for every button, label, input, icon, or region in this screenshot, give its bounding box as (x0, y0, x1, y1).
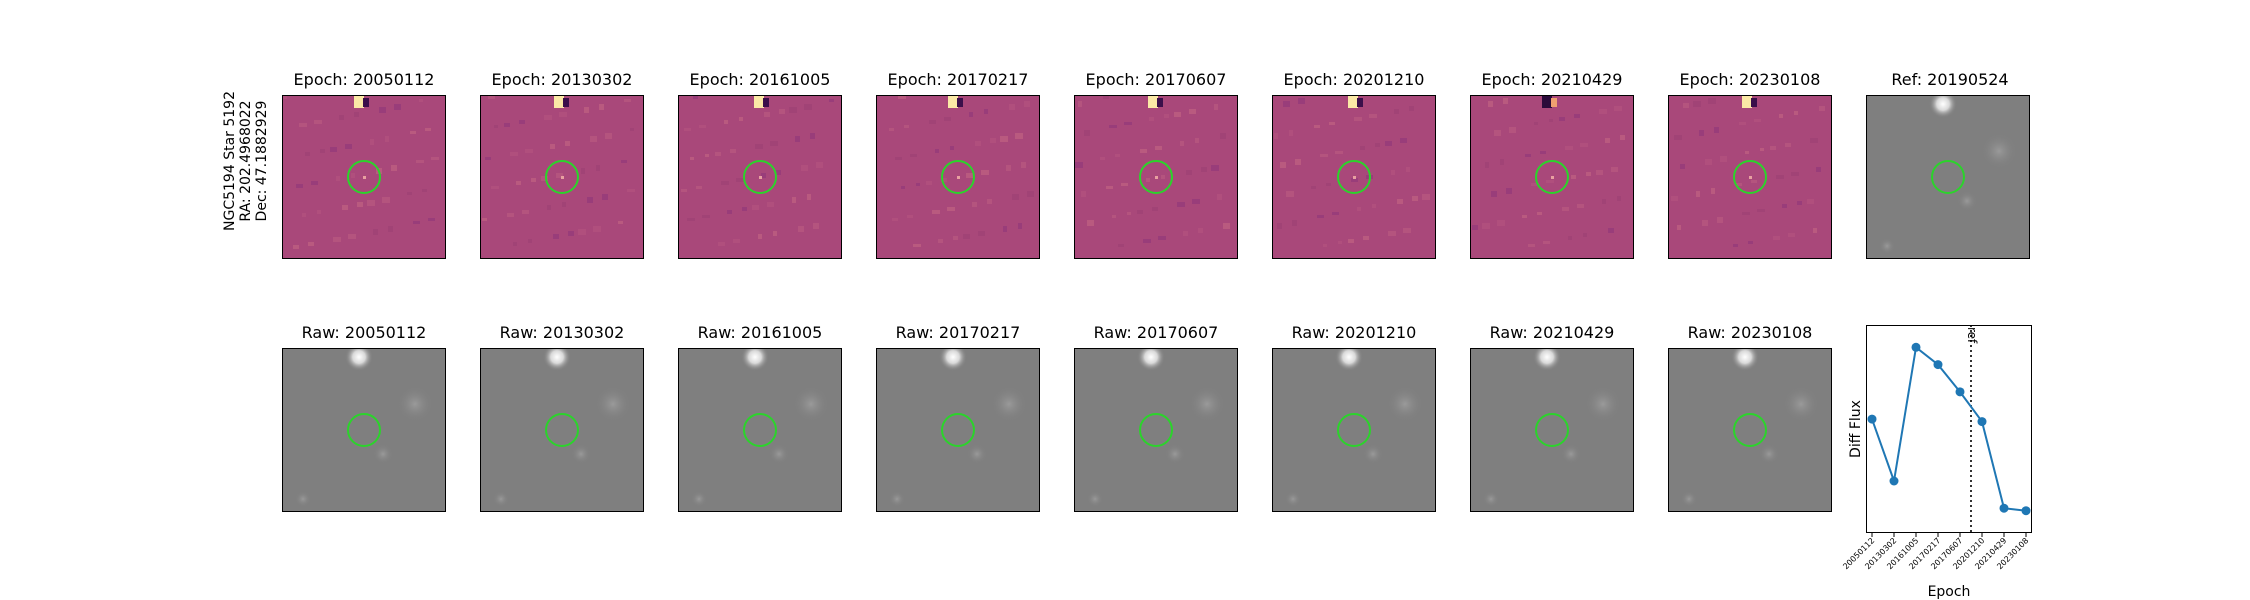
light-curve-axes (1866, 325, 2032, 533)
aperture-circle (1337, 413, 1371, 447)
raw-panel-title: Raw: 20210429 (1489, 323, 1615, 342)
data-point (1911, 342, 1921, 352)
raw-image (691, 349, 829, 507)
raw-image-panel (1470, 348, 1634, 512)
diff-image (681, 96, 834, 246)
aperture-circle (1733, 413, 1767, 447)
raw-image (889, 349, 1027, 507)
aperture-circle (545, 160, 579, 194)
raw-image-panel (1668, 348, 1832, 512)
diff-panel-title: Epoch: 20170607 (1085, 70, 1227, 89)
ref-panel-title: Ref: 20190524 (1891, 70, 2009, 89)
raw-image-panel (1272, 348, 1436, 512)
raw-image-panel (678, 348, 842, 512)
diff-panel-title: Epoch: 20210429 (1481, 70, 1623, 89)
raw-image-panel (480, 348, 644, 512)
data-point (2021, 506, 2031, 516)
diff-image (283, 96, 439, 249)
aperture-circle (1139, 413, 1173, 447)
raw-image (1483, 349, 1621, 507)
target-dec: Dec: 47.1882929 (254, 100, 270, 222)
target-ra: RA: 202.4968022 (238, 100, 254, 222)
diff-image (1075, 96, 1230, 247)
data-point (1867, 414, 1877, 424)
raw-panel-title: Raw: 20161005 (697, 323, 823, 342)
data-point (1933, 360, 1943, 370)
aperture-circle (1139, 160, 1173, 194)
diff-image (1472, 96, 1625, 247)
raw-panel-title: Raw: 20170607 (1093, 323, 1219, 342)
target-info-label: NGC5194 Star 5192 RA: 202.4968022 Dec: 4… (222, 66, 270, 256)
raw-image (1087, 349, 1225, 507)
raw-image-panel (876, 348, 1040, 512)
aperture-circle (941, 160, 975, 194)
aperture-circle (743, 413, 777, 447)
diff-image (1671, 96, 1825, 247)
diff-image-panel (1074, 95, 1238, 259)
ref-image (1879, 96, 2017, 254)
diff-flux-series-line (1871, 345, 2027, 512)
aperture-circle (1733, 160, 1767, 194)
diff-panel-title: Epoch: 20161005 (689, 70, 831, 89)
data-point (1889, 476, 1899, 486)
light-curve-chart: Diff Flux Epoch 200501122013030220161005… (1841, 325, 2031, 600)
diff-image-panel (876, 95, 1040, 259)
data-point (1955, 387, 1965, 397)
diff-panel-title: Epoch: 20230108 (1679, 70, 1821, 89)
raw-panel-title: Raw: 20230108 (1687, 323, 1813, 342)
diff-image-panel (1668, 95, 1832, 259)
data-point (1999, 503, 2009, 513)
aperture-circle (545, 413, 579, 447)
diff-panel-title: Epoch: 20130302 (491, 70, 633, 89)
aperture-circle (1535, 160, 1569, 194)
diff-image-panel (480, 95, 644, 259)
aperture-circle (743, 160, 777, 194)
raw-image (1681, 349, 1819, 507)
diff-image-panel (282, 95, 446, 259)
raw-image-panel (1074, 348, 1238, 512)
raw-image (295, 349, 433, 507)
diff-image (482, 96, 635, 246)
diff-panel-title: Epoch: 20050112 (293, 70, 435, 89)
raw-panel-title: Raw: 20050112 (301, 323, 427, 342)
ref-line-label: ref (1965, 327, 1979, 344)
aperture-circle (1931, 160, 1965, 194)
diff-panel-title: Epoch: 20201210 (1283, 70, 1425, 89)
raw-panel-title: Raw: 20130302 (499, 323, 625, 342)
x-axis-label: Epoch (1928, 584, 1971, 600)
aperture-circle (347, 413, 381, 447)
y-axis-label: Diff Flux (1848, 400, 1864, 458)
data-point (1977, 417, 1987, 427)
diff-panel-title: Epoch: 20170217 (887, 70, 1029, 89)
raw-panel-title: Raw: 20170217 (895, 323, 1021, 342)
aperture-circle (1337, 160, 1371, 194)
raw-image (1285, 349, 1423, 507)
aperture-circle (347, 160, 381, 194)
diff-image-panel (1272, 95, 1436, 259)
diff-image (1274, 96, 1430, 247)
aperture-circle (1535, 413, 1569, 447)
raw-image-panel (282, 348, 446, 512)
diff-image-panel (678, 95, 842, 259)
aperture-circle (941, 413, 975, 447)
raw-image (493, 349, 631, 507)
diff-image-panel (1470, 95, 1634, 259)
ref-image-panel (1866, 95, 2030, 259)
raw-panel-title: Raw: 20201210 (1291, 323, 1417, 342)
target-name: NGC5194 Star 5192 (222, 91, 238, 231)
